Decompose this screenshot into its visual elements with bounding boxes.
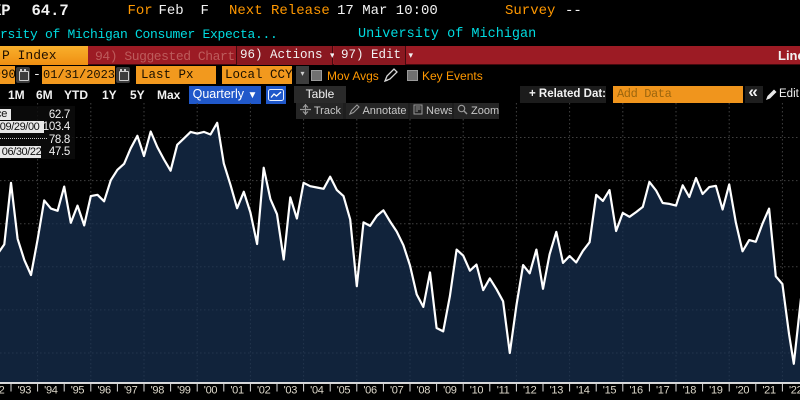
svg-text:'16: '16	[629, 385, 643, 397]
svg-text:'19: '19	[709, 385, 723, 397]
svg-text:'07: '07	[390, 385, 404, 397]
svg-text:'18: '18	[683, 385, 697, 397]
svg-text:'95: '95	[71, 385, 85, 397]
svg-text:'06: '06	[363, 385, 377, 397]
svg-text:'92: '92	[0, 385, 5, 397]
svg-text:'93: '93	[18, 385, 32, 397]
svg-text:'94: '94	[44, 385, 58, 397]
svg-text:'13: '13	[550, 385, 564, 397]
svg-text:'03: '03	[284, 385, 298, 397]
svg-text:'02: '02	[257, 385, 271, 397]
svg-text:'99: '99	[177, 385, 191, 397]
svg-text:'17: '17	[656, 385, 670, 397]
svg-text:'97: '97	[124, 385, 138, 397]
svg-text:'00: '00	[204, 385, 218, 397]
svg-text:'11: '11	[497, 385, 510, 397]
svg-text:'08: '08	[417, 385, 431, 397]
svg-text:'21: '21	[762, 385, 776, 397]
svg-text:'14: '14	[576, 385, 590, 397]
svg-text:'15: '15	[603, 385, 617, 397]
svg-text:'96: '96	[97, 385, 111, 397]
svg-text:'05: '05	[337, 385, 351, 397]
svg-text:'04: '04	[310, 385, 324, 397]
svg-text:'98: '98	[151, 385, 165, 397]
svg-text:'20: '20	[736, 385, 750, 397]
svg-text:'12: '12	[523, 385, 537, 397]
svg-text:'10: '10	[470, 385, 484, 397]
svg-text:'01: '01	[230, 385, 244, 397]
svg-text:'09: '09	[443, 385, 457, 397]
svg-text:'22: '22	[789, 385, 800, 397]
